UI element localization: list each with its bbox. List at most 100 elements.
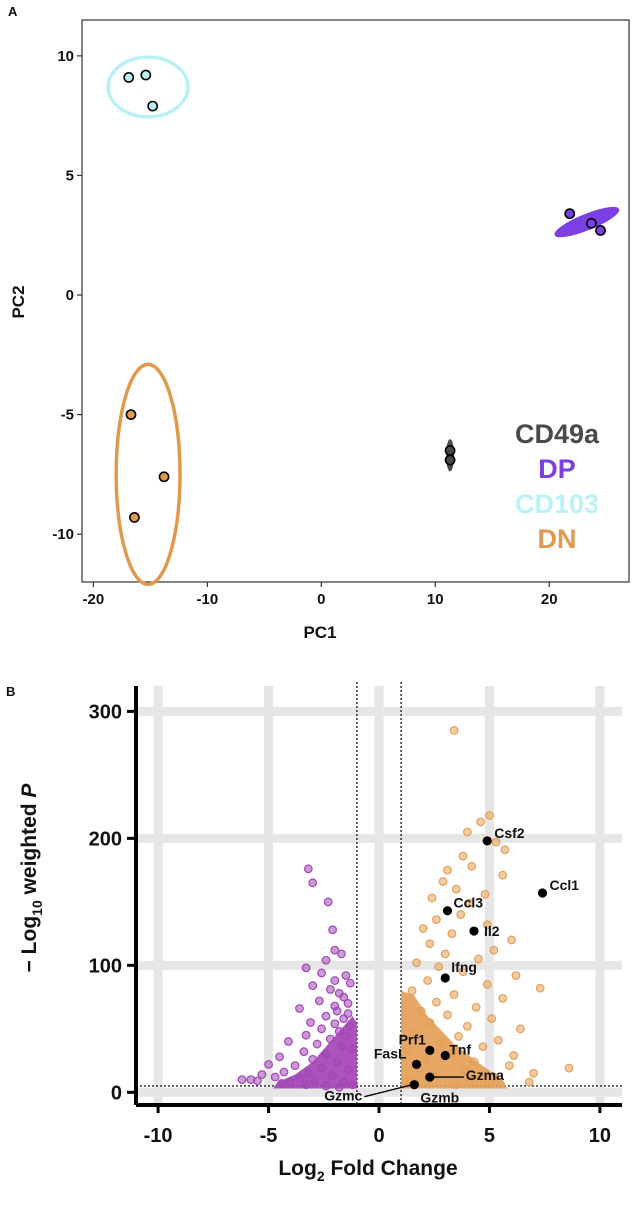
data-point-dn xyxy=(125,409,137,420)
point-downregulated xyxy=(345,978,355,988)
point-upregulated xyxy=(500,845,510,855)
point-upregulated xyxy=(480,889,490,899)
point-downregulated xyxy=(339,992,349,1002)
x-tick-label: -5 xyxy=(260,1125,278,1147)
point-upregulated xyxy=(412,958,421,968)
panel-label-b: B xyxy=(6,684,15,699)
x-axis-label-a: PC1 xyxy=(303,623,336,642)
point-downregulated xyxy=(317,1024,326,1034)
point-upregulated xyxy=(443,1010,452,1020)
point-upregulated xyxy=(469,1057,479,1067)
legend-entry-dp: DP xyxy=(538,454,576,484)
data-point-cd103 xyxy=(147,100,159,112)
point-upregulated xyxy=(529,1068,539,1078)
point-downregulated xyxy=(323,897,333,907)
y-axis-label-b-mid: weighted xyxy=(18,798,41,901)
dense-cluster-down xyxy=(272,1016,357,1089)
point-upregulated xyxy=(462,1021,472,1031)
data-point-dn xyxy=(129,512,140,523)
y-tick-label: 100 xyxy=(89,955,122,977)
point-downregulated xyxy=(321,955,331,965)
point-downregulated xyxy=(310,1076,320,1086)
y-tick-label: 0 xyxy=(66,287,74,304)
x-axis-label-b-sub: 2 xyxy=(317,1168,325,1184)
x-tick-label: -10 xyxy=(144,1125,173,1147)
label-leader-line xyxy=(364,1084,413,1098)
point-upregulated xyxy=(443,865,452,875)
data-point-cd49a xyxy=(444,445,456,456)
point-downregulated xyxy=(337,1042,346,1051)
point-upregulated xyxy=(504,1061,514,1071)
point-upregulated xyxy=(427,893,437,903)
point-upregulated xyxy=(515,1024,525,1034)
point-upregulated xyxy=(482,979,492,989)
data-points-a xyxy=(123,69,606,523)
gene-label-csf2: Csf2 xyxy=(494,825,525,841)
point-downregulated xyxy=(343,999,353,1008)
point-downregulated xyxy=(334,1026,344,1036)
labeled-point-gzma xyxy=(425,1072,435,1082)
cluster-ellipse-dn xyxy=(114,362,182,587)
point-downregulated xyxy=(303,1068,313,1078)
x-axis-label-b: Log2 Fold Change xyxy=(278,1157,457,1184)
x-tick-label: 0 xyxy=(317,591,325,608)
point-downregulated xyxy=(330,976,340,985)
point-upregulated xyxy=(493,1035,503,1045)
point-downregulated xyxy=(314,996,324,1006)
point-upregulated xyxy=(451,1080,461,1090)
point-downregulated xyxy=(286,1077,296,1087)
point-upregulated xyxy=(423,976,433,985)
point-downregulated xyxy=(326,985,335,994)
labeled-point-ccl3 xyxy=(442,906,453,916)
point-upregulated xyxy=(436,1038,446,1048)
point-upregulated xyxy=(509,1051,519,1060)
point-upregulated xyxy=(489,1072,499,1082)
point-downregulated xyxy=(332,1006,342,1016)
x-axis-ticks-a: -20 -10 0 10 20 xyxy=(83,582,558,608)
point-upregulated xyxy=(471,1002,481,1012)
point-upregulated xyxy=(416,1006,426,1016)
labeled-point-il2 xyxy=(469,926,479,936)
point-downregulated xyxy=(301,963,311,973)
point-upregulated xyxy=(409,1028,419,1038)
point-downregulated xyxy=(237,1075,247,1085)
point-upregulated xyxy=(467,861,477,871)
point-upregulated xyxy=(511,971,521,980)
y-tick-label: 200 xyxy=(89,828,122,850)
y-tick-label: -10 xyxy=(52,526,74,543)
x-tick-label: -10 xyxy=(197,591,219,608)
point-upregulated xyxy=(507,935,516,945)
point-downregulated xyxy=(321,1081,331,1091)
gene-label-gzma: Gzma xyxy=(466,1067,504,1083)
data-point-cd103 xyxy=(140,69,152,81)
point-downregulated xyxy=(257,1070,267,1079)
grid-b xyxy=(136,686,622,1105)
y-axis-label-a: PC2 xyxy=(9,285,28,318)
point-upregulated xyxy=(418,924,428,933)
point-upregulated xyxy=(425,1018,435,1027)
x-tick-label: 20 xyxy=(541,591,558,608)
point-upregulated xyxy=(454,1032,463,1041)
point-upregulated xyxy=(476,817,486,827)
labeled-point-fasl xyxy=(411,1059,422,1069)
point-downregulated xyxy=(321,1011,331,1021)
y-axis-label-b-sub: 10 xyxy=(29,900,45,916)
point-upregulated xyxy=(489,945,499,955)
point-upregulated xyxy=(524,1077,534,1087)
point-downregulated xyxy=(330,945,340,955)
legend-entry-cd103: CD103 xyxy=(515,489,599,519)
gene-label-fasl: FasL xyxy=(374,1045,407,1061)
point-downregulated xyxy=(270,1072,280,1082)
gene-label-ifng: Ifng xyxy=(451,959,477,975)
y-tick-label: 0 xyxy=(111,1082,122,1104)
data-point-cd103 xyxy=(123,71,135,83)
point-downregulated xyxy=(348,1044,357,1054)
point-downregulated xyxy=(328,1071,338,1081)
dense-cluster-up xyxy=(401,990,508,1089)
y-axis-label-b: − Log10 weighted P xyxy=(18,783,45,973)
legend-entry-dn: DN xyxy=(538,524,577,554)
point-upregulated xyxy=(458,967,468,977)
